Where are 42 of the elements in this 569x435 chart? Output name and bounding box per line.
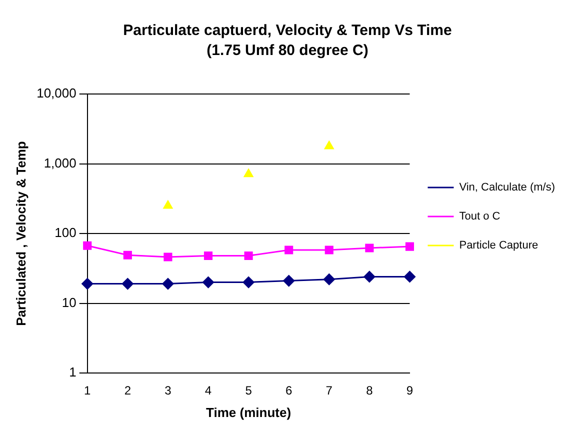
point — [164, 252, 172, 262]
y-tick-label: 10 — [62, 294, 76, 310]
point — [82, 278, 94, 290]
point — [324, 140, 334, 150]
point — [244, 251, 253, 260]
x-tick-label: 7 — [326, 384, 333, 398]
point — [323, 274, 335, 286]
point — [83, 241, 92, 250]
legend-label: Tout o C — [459, 210, 500, 223]
legend-label: Vin, Calculate (m/s) — [459, 182, 556, 194]
x-axis-title: Time (minute) — [206, 404, 292, 420]
point — [405, 242, 414, 251]
point — [364, 270, 376, 282]
point — [202, 276, 214, 288]
chart-title: Particulate captuerd, Velocity & Temp Vs Time — [123, 22, 452, 40]
y-axis-title: Particulated , Velocity & Temp — [13, 141, 28, 326]
x-tick-label: 6 — [285, 384, 292, 398]
legend-label: Particle Capture — [459, 240, 538, 252]
y-tick-label: 1,000 — [44, 155, 76, 170]
point — [122, 278, 134, 290]
y-tick-label: 1 — [69, 364, 76, 380]
y-tick-label: 100 — [54, 225, 76, 240]
point — [324, 246, 334, 254]
chart-subtitle: (1.75 Umf 80 degree C) — [206, 42, 368, 60]
point — [242, 276, 254, 288]
point — [162, 278, 174, 290]
x-tick-label: 1 — [84, 384, 92, 398]
y-tick-label: 10,000 — [36, 86, 76, 101]
point — [404, 270, 416, 282]
x-tick-label: 5 — [245, 384, 252, 398]
x-tick-label: 9 — [406, 384, 414, 398]
point — [243, 168, 254, 178]
point — [123, 250, 132, 260]
point — [162, 200, 174, 209]
point — [204, 251, 213, 260]
point — [284, 246, 294, 254]
x-tick-label: 3 — [164, 384, 172, 398]
point — [365, 244, 374, 252]
point — [283, 275, 295, 287]
x-tick-label: 4 — [204, 384, 212, 398]
x-tick-label: 2 — [124, 384, 132, 398]
x-tick-label: 8 — [366, 384, 374, 398]
